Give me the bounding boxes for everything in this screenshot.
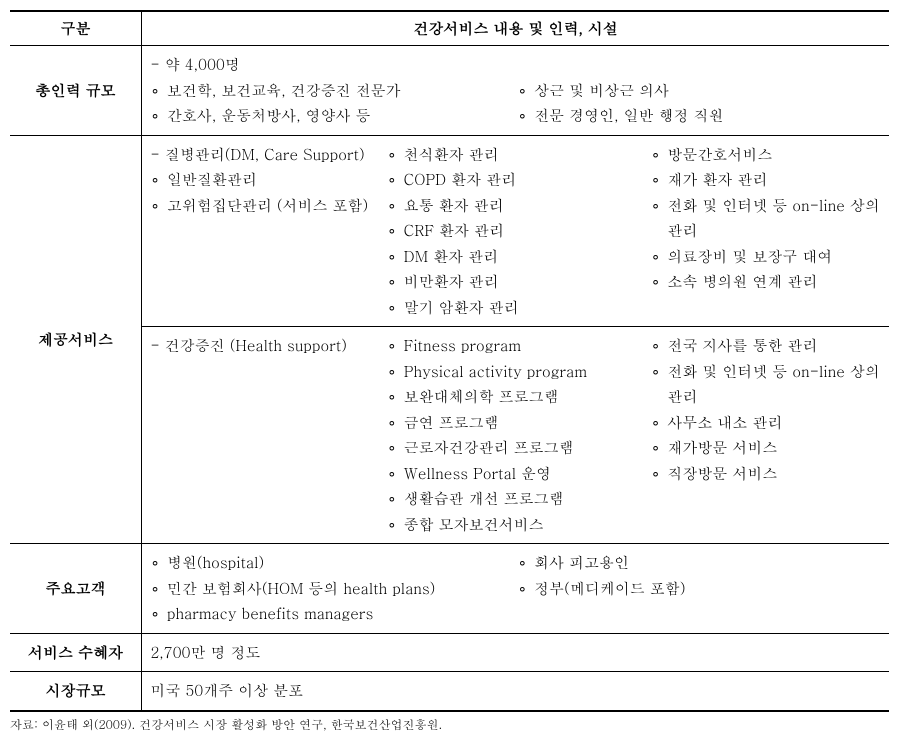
health-service-table: 구분 건강서비스 내용 및 인력, 시설 총인력 규모 - 약 4,000명 보… <box>10 10 889 712</box>
list-item: 종합 모자보건서비스 <box>387 512 635 538</box>
services-g2-lead: - 건강증진 (Health support) <box>150 333 371 359</box>
list-item: 비만환자 관리 <box>387 269 635 295</box>
header-col2: 건강서비스 내용 및 인력, 시설 <box>142 11 889 46</box>
list-item: 전화 및 인터넷 등 on-line 상의 관리 <box>651 193 881 244</box>
services-g1-col3: 방문간호서비스 재가 환자 관리 전화 및 인터넷 등 on-line 상의 관… <box>643 135 889 327</box>
row-customers: 주요고객 병원(hospital) 민간 보험회사(HOM 등의 health … <box>10 544 889 634</box>
row-total-label: 총인력 규모 <box>10 46 142 136</box>
customers-right-list: 회사 피고용인 정부(메디케이드 포함) <box>518 550 881 601</box>
row-total-left-list: 보건학, 보건교육, 건강증진 전문가 간호사, 운동처방사, 영양사 등 <box>150 78 513 129</box>
services-g1-col2-list: 천식환자 관리 COPD 환자 관리 요통 환자 관리 CRF 환자 관리 DM… <box>387 142 635 321</box>
customers-left-list: 병원(hospital) 민간 보험회사(HOM 등의 health plans… <box>150 550 513 627</box>
list-item: 고위험집단관리 (서비스 포함) <box>150 193 371 219</box>
list-item: 정부(메디케이드 포함) <box>518 576 881 602</box>
list-item: Fitness program <box>387 333 635 359</box>
list-item: 근로자건강관리 프로그램 <box>387 435 635 461</box>
row-total-content: - 약 4,000명 보건학, 보건교육, 건강증진 전문가 간호사, 운동처방… <box>142 46 889 136</box>
row-beneficiaries: 서비스 수혜자 2,700만 명 정도 <box>10 633 889 672</box>
row-customers-content: 병원(hospital) 민간 보험회사(HOM 등의 health plans… <box>142 544 889 634</box>
list-item: 재가 환자 관리 <box>651 167 881 193</box>
list-item: COPD 환자 관리 <box>387 167 635 193</box>
row-market-value: 미국 50개주 이상 분포 <box>142 672 889 711</box>
list-item: 보건학, 보건교육, 건강증진 전문가 <box>150 78 513 104</box>
services-g2-col3: 전국 지사를 통한 관리 전화 및 인터넷 등 on-line 상의 관리 사무… <box>643 327 889 544</box>
list-item: CRF 환자 관리 <box>387 218 635 244</box>
list-item: 상근 및 비상근 의사 <box>518 78 881 104</box>
list-item: 소속 병의원 연계 관리 <box>651 269 881 295</box>
row-beneficiaries-label: 서비스 수혜자 <box>10 633 142 672</box>
row-total-personnel: 총인력 규모 - 약 4,000명 보건학, 보건교육, 건강증진 전문가 간호… <box>10 46 889 136</box>
row-total-lead: - 약 4,000명 <box>150 52 881 78</box>
list-item: 말기 암환자 관리 <box>387 295 635 321</box>
services-g2-col2-list: Fitness program Physical activity progra… <box>387 333 635 537</box>
row-market: 시장규모 미국 50개주 이상 분포 <box>10 672 889 711</box>
services-g1-col1-list: 일반질환관리 고위험집단관리 (서비스 포함) <box>150 167 371 218</box>
services-g2-col2: Fitness program Physical activity progra… <box>379 327 643 544</box>
services-g1-col1: - 질병관리(DM, Care Support) 일반질환관리 고위험집단관리 … <box>142 135 379 327</box>
list-item: 사무소 내소 관리 <box>651 410 881 436</box>
list-item: 전국 지사를 통한 관리 <box>651 333 881 359</box>
list-item: 보완대체의학 프로그램 <box>387 384 635 410</box>
list-item: 요통 환자 관리 <box>387 193 635 219</box>
services-g1-col3-list: 방문간호서비스 재가 환자 관리 전화 및 인터넷 등 on-line 상의 관… <box>651 142 881 295</box>
list-item: 직장방문 서비스 <box>651 461 881 487</box>
list-item: 생활습관 개선 프로그램 <box>387 486 635 512</box>
row-market-label: 시장규모 <box>10 672 142 711</box>
row-customers-label: 주요고객 <box>10 544 142 634</box>
list-item: Physical activity program <box>387 359 635 385</box>
services-g1-col2: 천식환자 관리 COPD 환자 관리 요통 환자 관리 CRF 환자 관리 DM… <box>379 135 643 327</box>
list-item: 간호사, 운동처방사, 영양사 등 <box>150 103 513 129</box>
row-beneficiaries-value: 2,700만 명 정도 <box>142 633 889 672</box>
list-item: pharmacy benefits managers <box>150 601 513 627</box>
list-item: 전문 경영인, 일반 행정 직원 <box>518 103 881 129</box>
services-g2-col1: - 건강증진 (Health support) <box>142 327 379 544</box>
list-item: 전화 및 인터넷 등 on-line 상의 관리 <box>651 359 881 410</box>
row-services-g1: 제공서비스 - 질병관리(DM, Care Support) 일반질환관리 고위… <box>10 135 889 327</box>
list-item: 재가방문 서비스 <box>651 435 881 461</box>
row-services-label: 제공서비스 <box>10 135 142 544</box>
list-item: 회사 피고용인 <box>518 550 881 576</box>
list-item: 일반질환관리 <box>150 167 371 193</box>
services-g1-lead: - 질병관리(DM, Care Support) <box>150 142 371 168</box>
list-item: 의료장비 및 보장구 대여 <box>651 244 881 270</box>
table-header-row: 구분 건강서비스 내용 및 인력, 시설 <box>10 11 889 46</box>
row-total-right-list: 상근 및 비상근 의사 전문 경영인, 일반 행정 직원 <box>518 78 881 129</box>
list-item: 병원(hospital) <box>150 550 513 576</box>
list-item: 민간 보험회사(HOM 등의 health plans) <box>150 576 513 602</box>
list-item: DM 환자 관리 <box>387 244 635 270</box>
list-item: 천식환자 관리 <box>387 142 635 168</box>
row-services-g2: - 건강증진 (Health support) Fitness program … <box>10 327 889 544</box>
list-item: 방문간호서비스 <box>651 142 881 168</box>
services-g2-col3-list: 전국 지사를 통한 관리 전화 및 인터넷 등 on-line 상의 관리 사무… <box>651 333 881 486</box>
header-col1: 구분 <box>10 11 142 46</box>
source-note: 자료: 이윤태 외(2009). 건강서비스 시장 활성화 방안 연구, 한국보… <box>10 716 889 733</box>
list-item: 금연 프로그램 <box>387 410 635 436</box>
list-item: Wellness Portal 운영 <box>387 461 635 487</box>
